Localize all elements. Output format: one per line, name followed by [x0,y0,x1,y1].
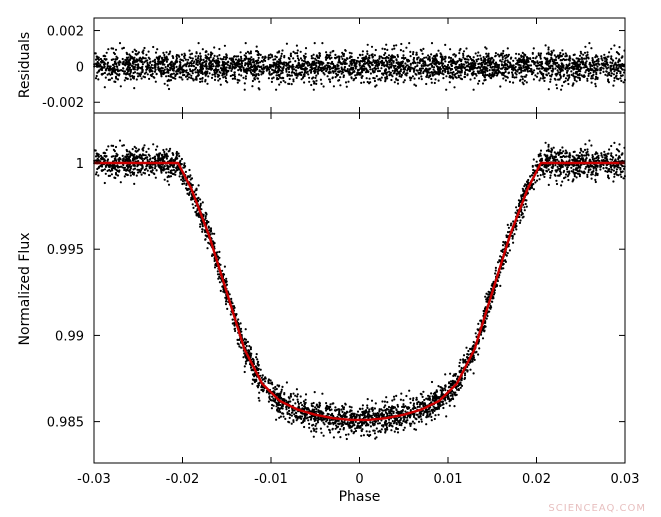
lightcurve-yticks: 1 0.995 0.99 0.985 [47,157,625,431]
residual-point-cloud [93,42,627,91]
flux-point-cloud [93,139,627,441]
lightcurve-xtick-label-0: -0.03 [77,472,111,487]
lightcurve-xtick-label-1: -0.02 [166,472,200,487]
residuals-points [93,42,627,91]
lightcurve-xtick-label-3: 0 [355,472,363,487]
residuals-panel: 0.002 0 -0.002 Residuals [17,17,627,114]
residuals-ylabel: Residuals [17,32,33,98]
lightcurve-ytick-label-1: 0.995 [47,243,84,258]
lightcurve-points [93,139,627,441]
residuals-ticks: 0.002 0 -0.002 [42,25,625,111]
lightcurve-xtick-label-5: 0.02 [522,472,551,487]
residuals-ytick-label-1: 0 [76,60,84,75]
residuals-ytick-label-0: 0.002 [47,25,84,40]
lightcurve-xtick-label-2: -0.01 [254,472,288,487]
lightcurve-ytick-label-3: 0.985 [47,416,84,431]
residuals-xticks [93,18,626,113]
watermark: SCIENCEAQ.COM [548,503,646,514]
lightcurve-panel: 1 0.995 0.99 0.985 -0.03 -0.02 -0.01 0 0.01 0.02… [17,112,639,505]
residuals-ytick-label-2: -0.002 [42,96,84,111]
lightcurve-ytick-label-2: 0.99 [55,329,84,344]
lightcurve-ytick-label-0: 1 [76,157,84,172]
lightcurve-xticks: -0.03 -0.02 -0.01 0 0.01 0.02 0.03 [77,113,639,487]
lightcurve-xtick-label-6: 0.03 [611,472,640,487]
lightcurve-ylabel: Normalized Flux [17,233,33,346]
lightcurve-xlabel: Phase [339,489,381,505]
transit-model-line [93,161,626,422]
lightcurve-xtick-label-4: 0.01 [434,472,463,487]
